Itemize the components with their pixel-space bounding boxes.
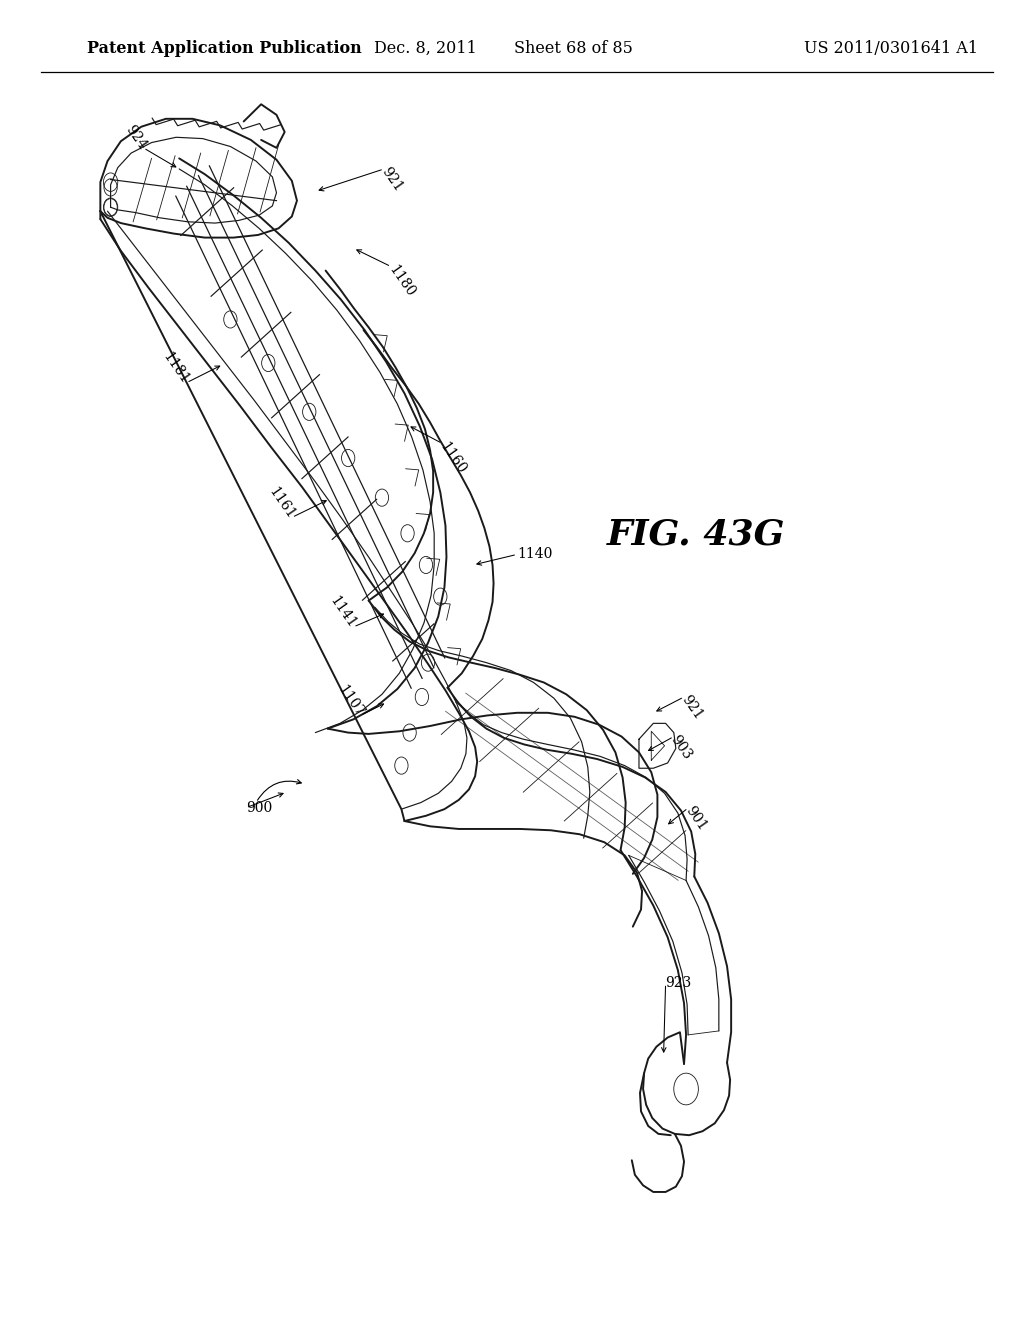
Text: US 2011/0301641 A1: US 2011/0301641 A1 <box>804 40 978 57</box>
Text: 921: 921 <box>378 165 404 194</box>
Text: Patent Application Publication: Patent Application Publication <box>87 40 361 57</box>
Text: 1107: 1107 <box>335 682 367 719</box>
Text: 1140: 1140 <box>517 548 553 561</box>
Text: 921: 921 <box>678 693 705 722</box>
Text: 1161: 1161 <box>266 484 298 521</box>
Text: 1181: 1181 <box>161 350 193 387</box>
Text: Sheet 68 of 85: Sheet 68 of 85 <box>514 40 633 57</box>
Text: FIG. 43G: FIG. 43G <box>607 517 785 552</box>
Text: 1180: 1180 <box>385 263 417 300</box>
Text: 923: 923 <box>666 977 692 990</box>
Text: 1141: 1141 <box>328 594 359 631</box>
Text: 1160: 1160 <box>436 440 468 477</box>
Text: 924: 924 <box>123 123 150 152</box>
Text: 900: 900 <box>246 801 272 814</box>
Text: 903: 903 <box>668 733 694 762</box>
Text: Dec. 8, 2011: Dec. 8, 2011 <box>374 40 476 57</box>
Text: 901: 901 <box>682 804 709 833</box>
